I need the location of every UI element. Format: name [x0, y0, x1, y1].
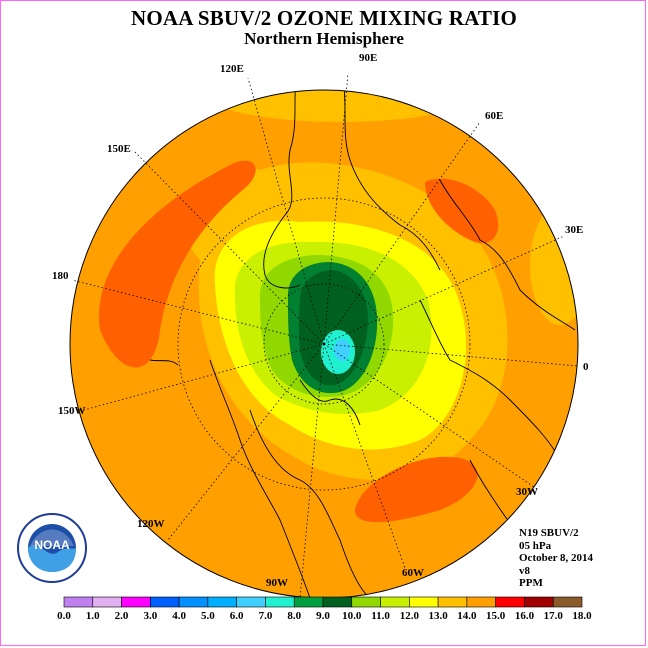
colorbar-swatch [207, 596, 237, 608]
colorbar-tick-label: 4.0 [172, 610, 186, 622]
meridian-120w [167, 343, 325, 541]
colorbar-tick-label: 0.0 [57, 610, 71, 622]
colorbar [63, 596, 583, 608]
colorbar-swatch [495, 596, 525, 608]
meridian-90w [299, 343, 325, 599]
colorbar-tick-label: 17.0 [543, 610, 563, 622]
colorbar-tick-label: 12.0 [399, 610, 419, 622]
lon-label-0: 0 [583, 361, 589, 373]
info-instrument: N19 SBUV/2 [519, 527, 579, 539]
colorbar-swatch [121, 596, 151, 608]
graticule [71, 72, 579, 599]
info-version: v8 [519, 564, 530, 577]
colorbar-tick-label: 5.0 [201, 610, 215, 622]
coast-aleutians [149, 359, 179, 366]
meridian-180 [71, 279, 325, 345]
colorbar-swatch [351, 596, 381, 608]
lon-label-120e: 120E [220, 63, 244, 75]
colorbar-swatch [524, 596, 554, 608]
colorbar-swatch [322, 596, 353, 608]
meridian-150w [83, 343, 325, 411]
field-dark-orange-atlantic [355, 456, 478, 523]
meridian-0 [323, 343, 579, 367]
meridian-90e [323, 72, 349, 345]
coast-north-america-east [249, 409, 371, 598]
colorbar-swatch [92, 596, 122, 608]
lon-label-90e: 90E [359, 52, 377, 64]
coast-asia-east [263, 90, 301, 289]
meridian-60e [323, 121, 481, 345]
colorbar-tick-label: 2.0 [114, 610, 129, 622]
coast-greenland [299, 379, 361, 426]
colorbar-swatch [63, 596, 94, 608]
colorbar-swatch [552, 596, 583, 608]
colorbar-swatch [236, 596, 266, 608]
colorbar-tick-label: 13.0 [428, 610, 448, 622]
logo-bird-icon [30, 529, 74, 546]
info-units: PPM [519, 577, 543, 589]
colorbar-tick-label: 11.0 [371, 610, 390, 622]
colorbar-labels: 0.0 1.0 2.0 3.0 4.0 5.0 6.0 7.0 8.0 9.0 10.0 11.0 12… [0, 610, 648, 624]
info-level: 05 hPa [519, 539, 552, 552]
lon-label-150w: 150W [58, 405, 86, 417]
colorbar-tick-label: 1.0 [85, 610, 100, 622]
lon-label-120w: 120W [137, 518, 165, 530]
colorbar-tick-label: 15.0 [486, 610, 506, 622]
colorbar-tick-label: 14.0 [457, 610, 477, 622]
field-light-orange-east [530, 205, 578, 325]
colorbar-tick-label: 7.0 [258, 610, 273, 622]
colorbar-swatch [293, 596, 324, 608]
colorbar-tick-label: 10.0 [342, 610, 362, 622]
lon-label-90w: 90W [266, 577, 288, 589]
colorbar-tick-label: 8.0 [287, 610, 302, 622]
colorbar-tick-label: 18.0 [572, 610, 592, 622]
lon-label-180: 180 [52, 270, 69, 282]
meridian-150e [132, 149, 325, 345]
field-light-orange-top [210, 90, 470, 122]
logo-wave [28, 545, 76, 572]
coastlines [149, 90, 576, 598]
map-info: N19 SBUV/2 05 hPa October 8, 2014 v8 PPM [519, 527, 593, 590]
field-dark-orange-east [425, 178, 499, 244]
colorbar-swatch [265, 596, 295, 608]
lon-label-30e: 30E [565, 224, 583, 236]
map-title: NOAA SBUV/2 OZONE MIXING RATIO [131, 6, 517, 30]
colorbar-swatch [437, 596, 468, 608]
logo-text: NOAA [34, 538, 70, 552]
colorbar-swatch [409, 596, 439, 608]
lon-label-30w: 30W [516, 486, 538, 498]
coast-siberia [339, 90, 441, 271]
coast-europe-north [439, 179, 576, 331]
colorbar-tick-label: 3.0 [143, 610, 158, 622]
map-subtitle: Northern Hemisphere [244, 29, 404, 48]
lon-label-60w: 60W [402, 567, 424, 579]
colorbar-tick-label: 16.0 [514, 610, 535, 622]
colorbar-tick-label: 6.0 [229, 610, 244, 622]
field-cyan [334, 339, 350, 361]
colorbar-swatch [178, 596, 209, 608]
latitude-circle-70 [263, 283, 385, 405]
lon-label-60e: 60E [485, 110, 503, 122]
colorbar-swatch [380, 596, 410, 608]
colorbar-swatch [150, 596, 180, 608]
colorbar-tick-label: 9.0 [316, 610, 330, 622]
colorbar-swatch [466, 596, 496, 608]
coast-europe-west [419, 299, 561, 461]
coast-north-america-west [209, 359, 311, 598]
latitude-circle-45 [177, 197, 471, 491]
lon-label-150e: 150E [107, 143, 131, 155]
noaa-logo: NOAA [17, 513, 87, 583]
field-dark-orange-west [99, 160, 256, 368]
info-date: October 8, 2014 [519, 552, 594, 564]
